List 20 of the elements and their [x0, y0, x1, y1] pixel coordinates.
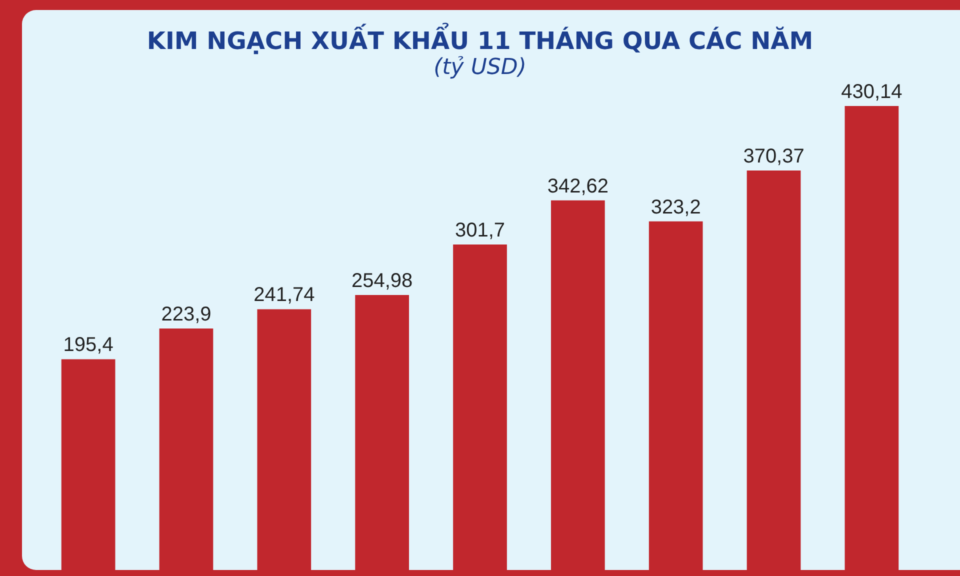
data-label: 195,4	[63, 334, 114, 356]
bar	[648, 221, 703, 570]
data-label: 241,74	[254, 284, 315, 306]
bar	[257, 309, 312, 570]
bar	[746, 170, 801, 570]
data-label: 301,7	[454, 220, 506, 242]
bar	[550, 200, 605, 570]
data-label: 370,37	[743, 145, 804, 168]
data-label: 223,9	[161, 303, 212, 326]
bar	[453, 244, 507, 570]
chart-subtitle: (tỷ USD)	[434, 55, 526, 80]
chart-title: KIM NGẠCH XUẤT KHẨU 11 THÁNG QUA CÁC NĂM	[146, 22, 814, 55]
bar	[844, 106, 899, 570]
bar	[355, 294, 410, 570]
bar	[61, 359, 116, 570]
data-label: 323,2	[650, 196, 701, 218]
bar	[159, 328, 214, 570]
data-label: 254,98	[351, 270, 413, 292]
data-label: 430,14	[841, 81, 902, 103]
data-label: 342,62	[547, 175, 609, 198]
